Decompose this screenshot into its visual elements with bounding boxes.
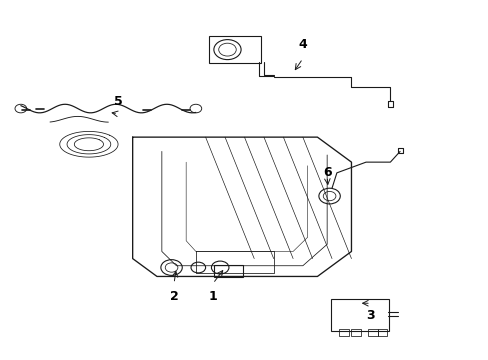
Text: 4: 4 [298, 38, 306, 51]
Text: 1: 1 [208, 289, 217, 303]
Text: 6: 6 [322, 166, 331, 179]
Text: 2: 2 [169, 289, 178, 303]
Text: 3: 3 [366, 309, 374, 322]
Text: 5: 5 [114, 95, 122, 108]
